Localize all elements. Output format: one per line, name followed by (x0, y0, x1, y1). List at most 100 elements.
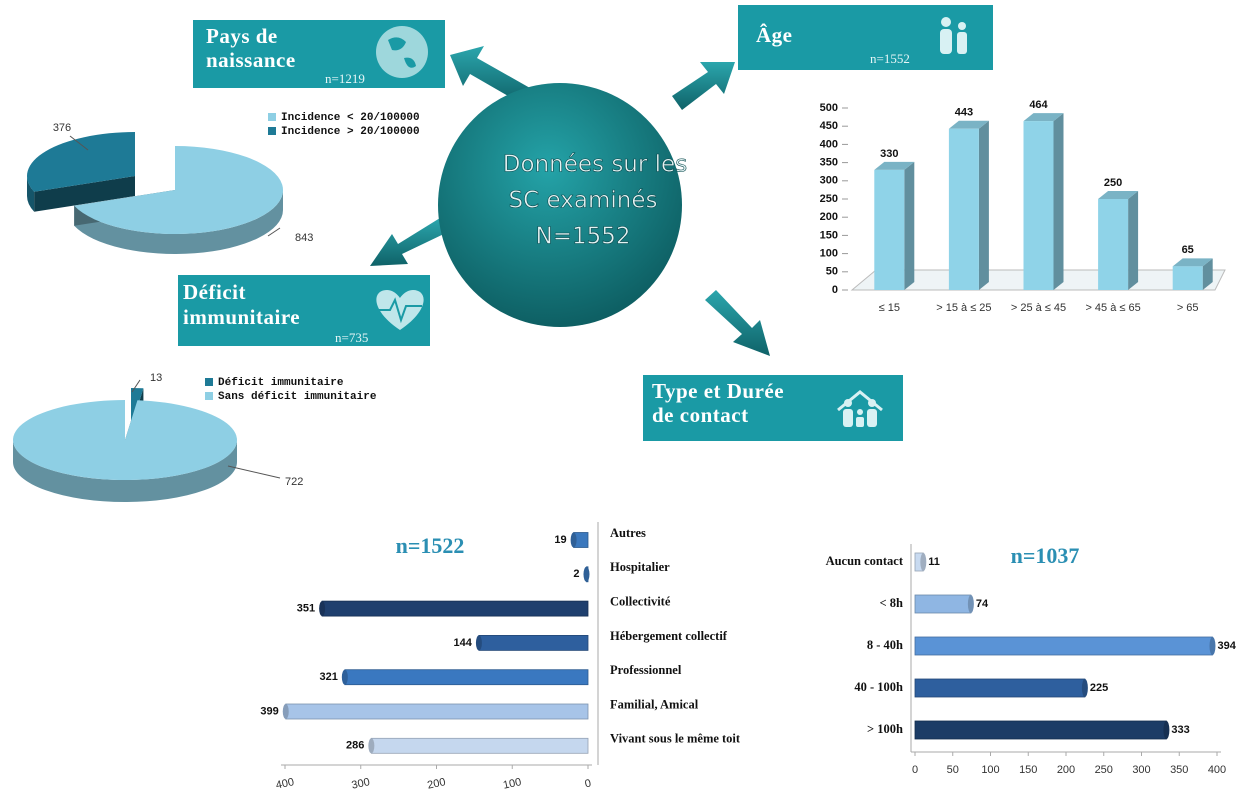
bar-top (874, 161, 915, 170)
arrow (450, 46, 530, 104)
bar-cap (583, 566, 590, 582)
x-tick-label: > 65 (1177, 302, 1199, 314)
bar (874, 169, 905, 290)
bar-top (948, 120, 989, 129)
bar-cap (1163, 721, 1170, 739)
y-tick-label: 40 - 100h (854, 680, 903, 694)
slice-side (27, 176, 35, 212)
y-tick-label: 150 (820, 229, 838, 241)
x-tick-label: > 25 à ≤ 45 (1011, 302, 1066, 314)
y-tick-label: Aucun contact (826, 554, 904, 568)
legend-swatch (268, 127, 276, 135)
bar-cap (967, 595, 974, 613)
bar (914, 594, 972, 614)
box-title: naissance (206, 48, 296, 72)
y-tick-label: 50 (826, 266, 838, 278)
chart-title: n=1522 (396, 533, 465, 558)
x-tick-label: 200 (1057, 764, 1075, 776)
y-tick-label: 250 (820, 193, 838, 205)
x-tick-label: > 45 à ≤ 65 (1085, 302, 1140, 314)
bar (948, 128, 979, 290)
leader-line (69, 135, 89, 151)
leader-line (227, 465, 281, 479)
value-label: 13 (150, 372, 162, 384)
y-tick-label: 300 (820, 175, 838, 187)
bar-cap (1081, 679, 1088, 697)
people-icon (940, 17, 967, 54)
bar (285, 703, 589, 720)
value-label: 11 (928, 556, 940, 568)
legend-label: Incidence > 20/100000 (281, 126, 420, 138)
value-label: 225 (1090, 682, 1108, 694)
bar-cap (570, 532, 577, 548)
value-label: 333 (1171, 724, 1189, 736)
center-text: N=1552 (535, 224, 630, 250)
x-tick-label: 0 (912, 764, 918, 776)
bar-cap (475, 635, 482, 651)
legend-label: Sans déficit immunitaire (218, 391, 377, 403)
y-tick-label: 8 - 40h (867, 638, 903, 652)
x-tick-label: 200 (426, 776, 446, 792)
slice-side (13, 440, 237, 502)
y-tick-label: Vivant sous le même toit (610, 732, 741, 746)
bar-cap (1209, 637, 1216, 655)
y-tick-label: Hospitalier (610, 560, 670, 574)
center-text: Données sur les (503, 152, 687, 178)
center-text: SC examinés (509, 188, 658, 214)
bar-cap (341, 669, 348, 685)
heart-icon (376, 290, 424, 330)
legend-swatch (205, 392, 213, 400)
x-tick-label: 300 (351, 776, 371, 792)
value-label: 144 (454, 637, 473, 649)
bar-top (1098, 191, 1139, 199)
box-bg (643, 375, 903, 441)
x-tick-label: 50 (947, 764, 959, 776)
x-tick-label: 300 (1132, 764, 1150, 776)
box-n: n=1552 (870, 51, 910, 66)
bar-side (978, 120, 989, 290)
x-tick-label: 400 (275, 776, 295, 792)
slice (26, 132, 135, 192)
x-tick-label: ≤ 15 (879, 302, 900, 314)
y-tick-label: 100 (820, 248, 838, 260)
value-label: 843 (295, 232, 313, 244)
leader-line (131, 379, 141, 393)
y-tick-label: 350 (820, 157, 838, 169)
slice-side (74, 190, 283, 255)
bar-cap (368, 738, 375, 754)
value-label: 443 (955, 107, 973, 119)
bar-cap (920, 553, 927, 571)
value-label: 376 (53, 122, 71, 134)
arrow (705, 290, 770, 356)
box-title: immunitaire (183, 305, 300, 329)
value-label: 250 (1104, 177, 1122, 189)
value-label: 74 (976, 598, 989, 610)
bar (478, 635, 589, 651)
slice (74, 146, 283, 234)
bar (321, 600, 589, 617)
x-tick-label: 400 (1208, 764, 1226, 776)
bar (1023, 121, 1054, 290)
arrow (672, 62, 735, 110)
box-title: Type et Durée (652, 379, 784, 403)
center-circle (438, 83, 682, 327)
y-tick-label: 200 (820, 211, 838, 223)
x-tick-label: 100 (981, 764, 999, 776)
y-tick-label: 0 (832, 284, 838, 296)
leader-line (267, 227, 281, 237)
y-tick-label: 400 (820, 138, 838, 150)
x-tick-label: 350 (1170, 764, 1188, 776)
value-label: 321 (319, 671, 337, 683)
x-tick-label: 150 (1019, 764, 1037, 776)
y-tick-label: 450 (820, 120, 838, 132)
arrow (370, 218, 448, 266)
chart-title: n=1037 (1011, 543, 1080, 568)
legend-swatch (268, 113, 276, 121)
box: Type et Durée de contact (643, 375, 903, 441)
x-tick-label: 250 (1095, 764, 1113, 776)
y-tick-label: Collectivité (610, 594, 671, 608)
box-title: Âge (756, 23, 793, 47)
bar-top (1023, 113, 1064, 122)
x-tick-label: > 15 à ≤ 25 (936, 302, 991, 314)
